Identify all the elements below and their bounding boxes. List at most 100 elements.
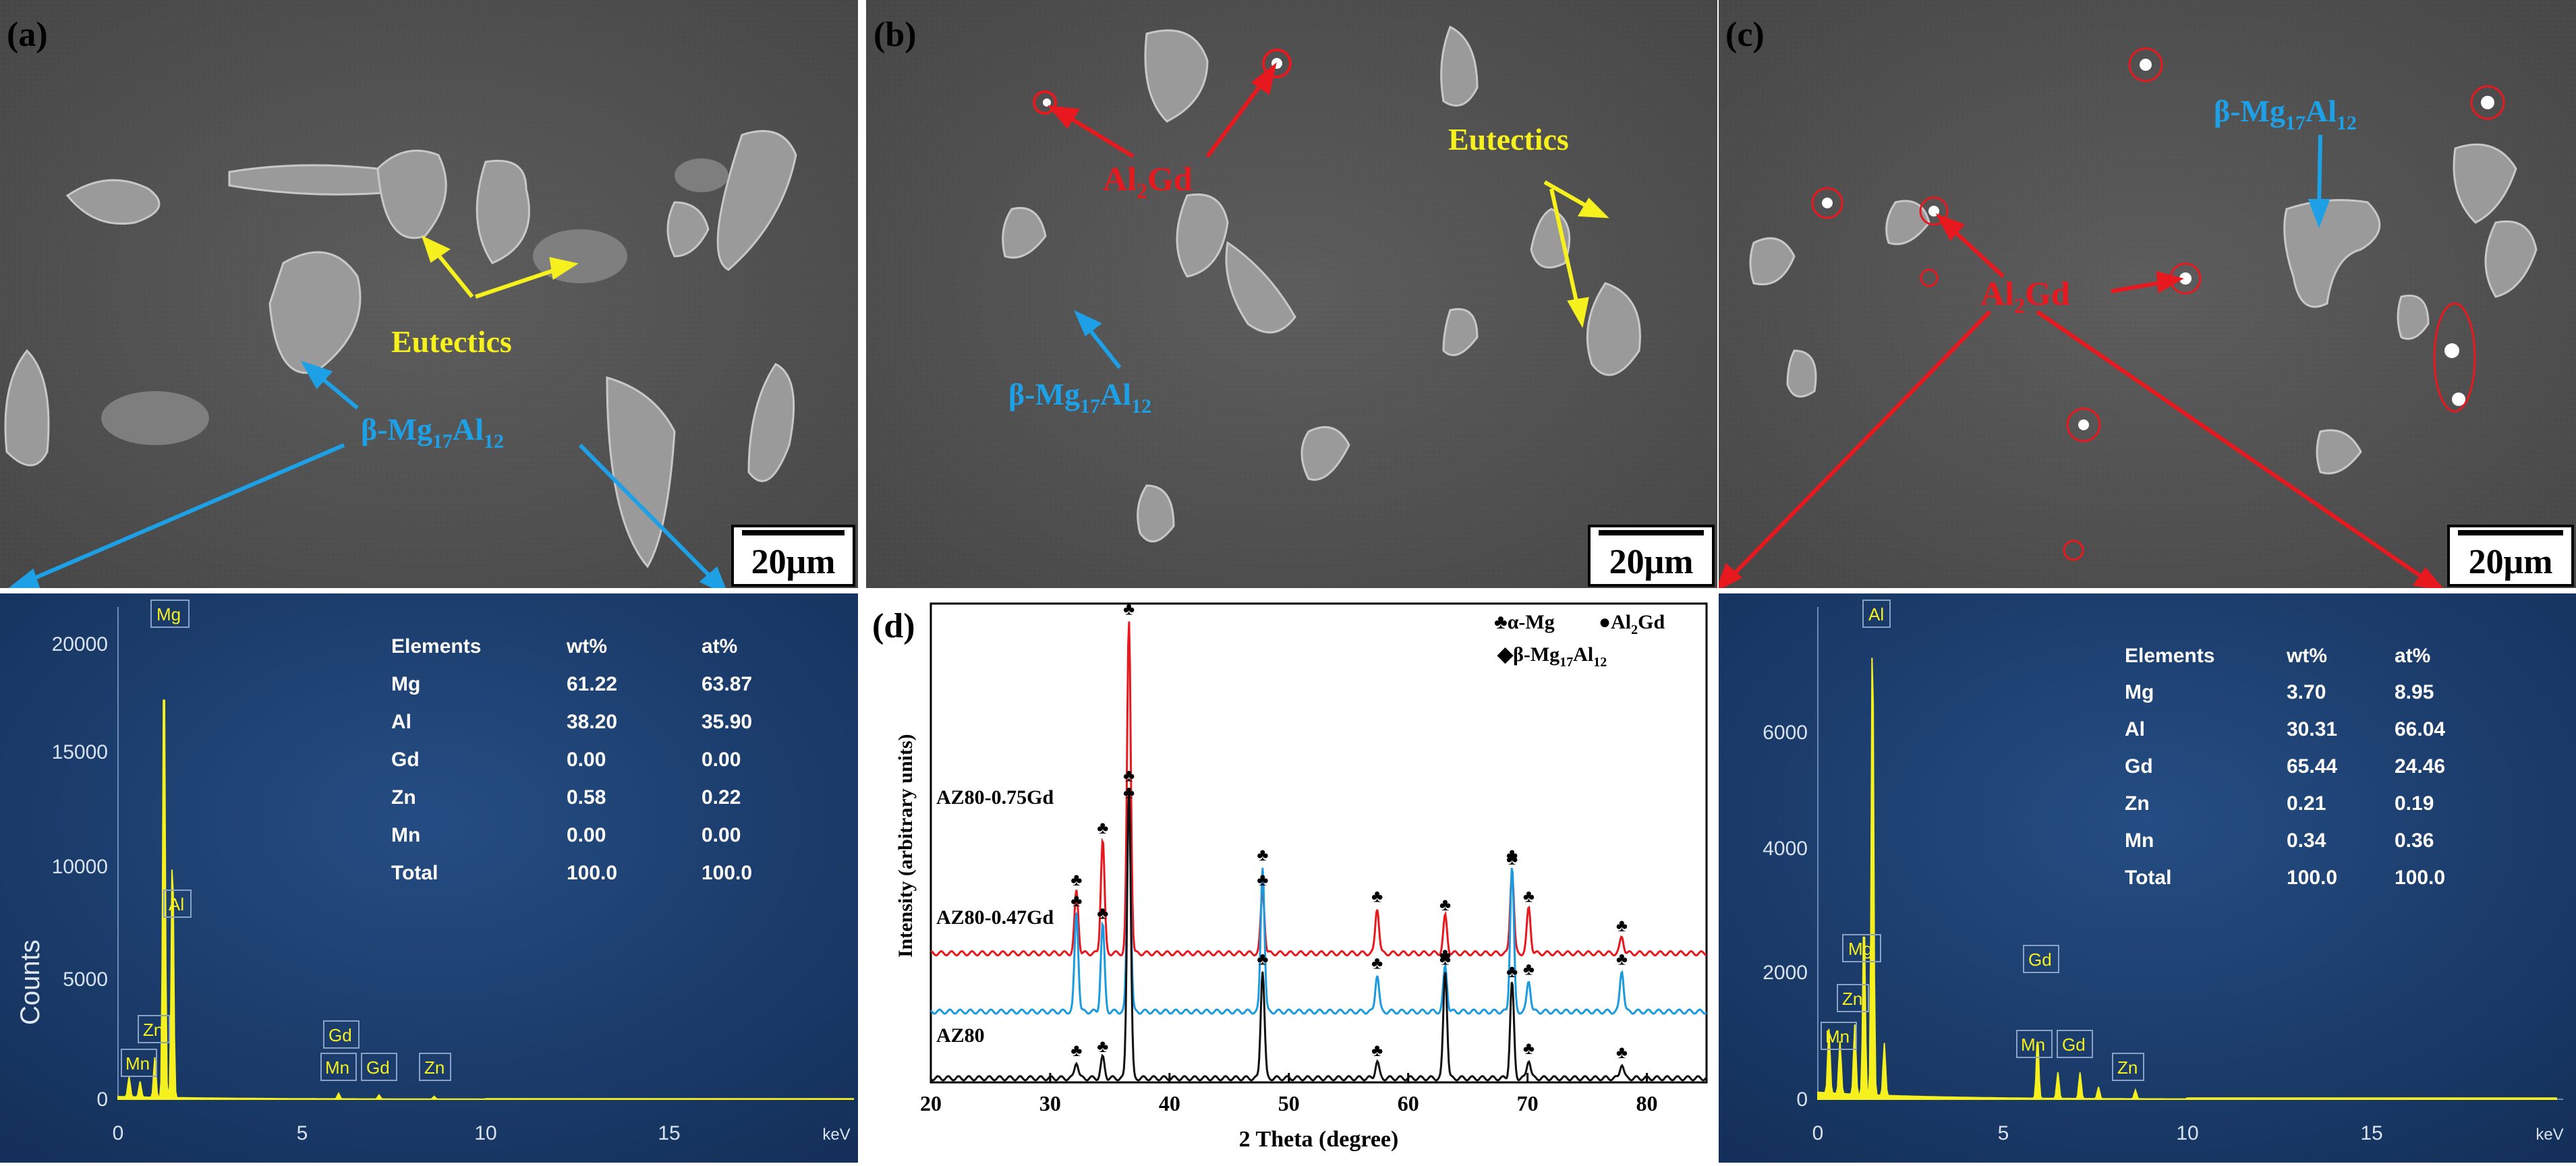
panel-a-beta-arrows — [7, 360, 729, 597]
series-label-075gd: AZ80-0.75Gd — [936, 786, 1054, 809]
panel-a-scale-bar: 20μm — [731, 525, 855, 587]
panel-d-label: (d) — [872, 607, 915, 645]
xrd-peak-markers: ♣♣♣♣♣ ♣♣♣♣♣♣♣♣♣ ♣♣♣♣♣ ♣♣♣♣♣♣♣ ♣ — [1070, 600, 1628, 1063]
eds-table-cell: 30.31 — [2287, 718, 2337, 740]
svg-text:Zn: Zn — [424, 1057, 445, 1078]
svg-text:Zn: Zn — [1842, 989, 1862, 1009]
panel-c-scale-bar: 20μm — [2447, 525, 2574, 587]
peak-marker: ♣ — [1506, 849, 1518, 869]
panel-b-sem: (b) Al2Gd Eutectics β-Mg17Al12 20μm — [866, 0, 1717, 588]
al2gd-marker — [1033, 90, 1057, 115]
xrd-line-AZ80 — [929, 789, 1708, 1082]
peak-marker: ♣ — [1070, 891, 1082, 910]
eds-table-cell: 0.00 — [567, 824, 606, 846]
svg-text:20000: 20000 — [52, 633, 108, 655]
svg-text:Gd: Gd — [328, 1025, 352, 1045]
panel-c-al2gd-arrows — [1715, 213, 2446, 593]
svg-text:◆β-Mg17Al12: ◆β-Mg17Al12 — [1497, 643, 1607, 670]
panel-b-scale-bar: 20μm — [1588, 525, 1715, 587]
eds-table-cell: 0.00 — [567, 749, 606, 771]
svg-text:♣α-Mg: ♣α-Mg — [1494, 611, 1555, 633]
eds-table-cell: Zn — [391, 786, 416, 809]
peak-marker: ♣ — [1439, 945, 1451, 964]
eds-table-cell: Gd — [2125, 755, 2153, 778]
eds-c-peak-labels: Al Mg Zn Mn Gd Mn Gd Zn — [1821, 600, 2144, 1081]
eds-table-cell: 0.00 — [702, 749, 741, 771]
eds-table-cell: 100.0 — [567, 862, 617, 884]
svg-text:Gd: Gd — [2028, 950, 2052, 970]
eds-table-cell: Mn — [391, 824, 420, 846]
panel-a-beta-label: β-Mg17Al12 — [361, 412, 504, 453]
svg-text:wt%: wt% — [2286, 645, 2327, 667]
panel-c-sem: (c) β-Mg17Al12 Al2Gd 20μm — [1715, 0, 2576, 593]
panel-a-eutectics-arrows — [421, 235, 579, 299]
peak-marker: ♣ — [1123, 766, 1135, 786]
eds-table-cell: Al — [2125, 718, 2145, 740]
eds-table-cell: 0.00 — [702, 824, 741, 846]
svg-text:keV: keV — [822, 1126, 850, 1144]
panel-c-beta-arrow — [2308, 134, 2330, 229]
eds-table-cell: 3.70 — [2287, 681, 2326, 703]
peak-marker: ♣ — [1523, 1039, 1535, 1058]
eds-table-cell: Mg — [2125, 681, 2154, 703]
xrd-line-AZ80-0.47Gd — [929, 805, 1707, 1015]
svg-text:20μm: 20μm — [1609, 543, 1694, 581]
peak-marker: ♣ — [1097, 1037, 1108, 1056]
svg-text:10: 10 — [474, 1122, 496, 1144]
svg-text:Mn: Mn — [1825, 1026, 1850, 1047]
series-label-047gd: AZ80-0.47Gd — [936, 906, 1054, 929]
peak-marker: ♣ — [1439, 949, 1451, 968]
svg-text:wt%: wt% — [566, 635, 607, 658]
xrd-xlabel: 2 Theta (degree) — [1239, 1127, 1399, 1152]
svg-text:20μm: 20μm — [751, 543, 836, 581]
al2gd-particles-c — [1822, 59, 2494, 430]
svg-text:0: 0 — [1812, 1122, 1824, 1144]
svg-text:6000: 6000 — [1763, 722, 1808, 744]
eds-spectrum-fill — [1817, 658, 2557, 1100]
eds-table-cell: 0.36 — [2395, 829, 2434, 852]
eds-table-cell: Total — [391, 862, 438, 884]
xrd-plot-frame — [929, 602, 1708, 1084]
svg-text:Gd: Gd — [2062, 1034, 2086, 1055]
svg-text:Zn: Zn — [2117, 1057, 2138, 1078]
xrd-series-labels: AZ80-0.75Gd AZ80-0.47Gd AZ80 — [936, 786, 1054, 1047]
x-tick-label: 50 — [1278, 1091, 1300, 1115]
peak-marker: ♣ — [1523, 887, 1535, 906]
peak-marker: ♣ — [1371, 953, 1383, 972]
svg-text:4000: 4000 — [1763, 838, 1808, 860]
eds-table-cell: 24.46 — [2395, 755, 2445, 778]
svg-text:Mg: Mg — [156, 604, 181, 624]
eds-table-cell: 100.0 — [2287, 867, 2337, 889]
eds-a-xticks: 0 5 10 15 keV — [113, 1122, 851, 1144]
xrd-ylabel: Intensity (arbitrary units) — [894, 734, 917, 958]
panel-b-label: (b) — [874, 16, 917, 54]
al2gd-marker — [1262, 49, 1292, 78]
eds-c-xticks: 0 5 10 15 keV — [1812, 1122, 2564, 1144]
peak-marker: ♣ — [1616, 1043, 1628, 1062]
peak-marker: ♣ — [1506, 962, 1518, 981]
eds-table-cell: 0.58 — [567, 786, 606, 809]
eds-table-cell: Mg — [391, 673, 420, 695]
eds-table-cell: Total — [2125, 867, 2171, 889]
panel-c-al2gd-label: Al2Gd — [1980, 274, 2070, 318]
x-tick-label: 70 — [1517, 1091, 1539, 1115]
eds-c-spectrum — [1817, 658, 2557, 1100]
eds-table-cell: 100.0 — [2395, 867, 2445, 889]
eds-table-cell: 38.20 — [567, 711, 617, 733]
svg-text:Elements: Elements — [2125, 645, 2214, 667]
x-tick-label: 80 — [1636, 1091, 1658, 1115]
eds-table-cell: 61.22 — [567, 673, 617, 695]
svg-text:0: 0 — [113, 1122, 124, 1144]
svg-text:Mn: Mn — [125, 1053, 150, 1074]
svg-text:Al: Al — [1868, 604, 1884, 624]
svg-text:5000: 5000 — [63, 968, 108, 991]
panel-a-eutectics-label: Eutectics — [391, 324, 512, 359]
eds-table-cell: Mn — [2125, 829, 2154, 852]
peak-marker: ♣ — [1123, 600, 1135, 619]
beta-phase-particles-c — [1749, 143, 2538, 475]
peak-marker: ♣ — [1070, 1041, 1082, 1060]
eds-table-cell: 100.0 — [702, 862, 752, 884]
eds-a-spectrum — [117, 699, 854, 1100]
eds-a-yticks: 20000 15000 10000 5000 0 — [52, 633, 108, 1111]
svg-text:15: 15 — [658, 1122, 680, 1144]
